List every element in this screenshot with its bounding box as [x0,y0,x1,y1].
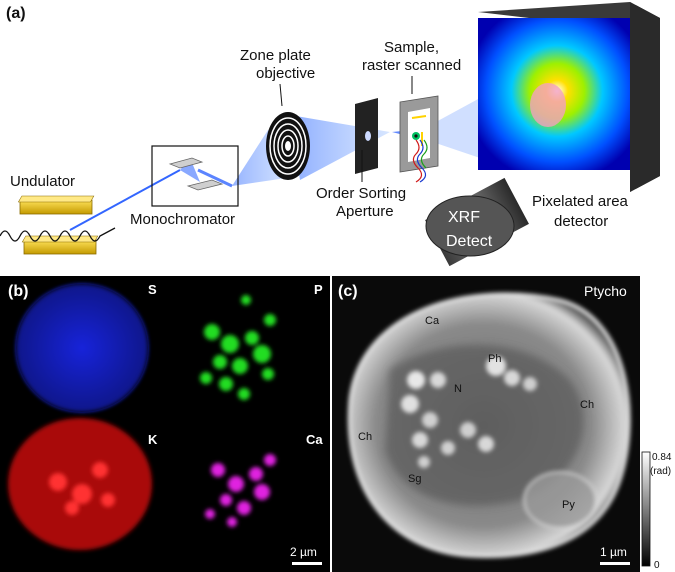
osa-label-2: Aperture [336,203,394,220]
scale-bar-b-label: 2 µm [290,545,317,559]
order-sorting-aperture: Order Sorting Aperture [316,98,406,220]
map-ca [205,454,276,527]
sample-label-2: raster scanned [362,57,461,74]
map-p-label: P [314,282,323,297]
label-ph: Ph [488,353,501,365]
map-s: S [16,282,157,412]
map-ca-label: Ca [306,432,323,447]
detector-label-2: detector [554,213,608,230]
area-detector: Pixelated area detector [478,2,660,230]
map-k-label: K [148,432,158,447]
label-py: Py [562,499,575,511]
colorbar-unit: (rad) [650,466,671,477]
label-ch-right: Ch [580,399,594,411]
colorbar-max: 0.84 [652,452,672,463]
map-s-label: S [148,282,157,297]
monochromator: Monochromator [130,145,239,228]
monochromator-label: Monochromator [130,211,235,228]
label-ch-left: Ch [358,431,372,443]
panel-c-title: Ptycho [584,283,627,299]
colorbar: 0.84 (rad) 0 [641,451,672,571]
panel-a: (a) Undulator [0,2,660,267]
osa-label-1: Order Sorting [316,185,406,202]
xrf-label-2: Detect [446,233,493,250]
undulator: Undulator [0,173,116,255]
undulator-bottom-magnets [21,235,99,255]
zone-plate: Zone plate objective [240,47,315,180]
zone-plate-label-1: Zone plate [240,47,311,64]
label-sg: Sg [408,473,421,485]
map-k [8,418,152,550]
panel-b-letter: (b) [8,283,28,300]
scale-bar-c: 1 µm [600,545,630,565]
zone-plate-label-2: objective [256,65,315,82]
sample-stage: Sample, raster scanned [362,39,461,183]
xrf-detector: XRF Detect [425,177,529,267]
panel-a-letter: (a) [6,5,26,22]
map-p [200,295,276,400]
scale-bar-b: 2 µm [290,545,322,565]
ptycho-granules [401,356,537,468]
pyrenoid [523,471,597,529]
scale-bar-c-label: 1 µm [600,545,627,559]
undulator-top-magnets [17,195,95,215]
sample-label-1: Sample, [384,39,439,56]
panel-c: Ca Ph N Ch Ch Sg Py (c) Ptycho 1 µm [332,276,640,572]
xrf-label-1: XRF [448,209,480,226]
detector-label-1: Pixelated area [532,193,629,210]
label-ca: Ca [425,315,440,327]
colorbar-min: 0 [654,560,660,571]
panel-b: S P K [0,276,330,572]
label-n: N [454,383,462,395]
electron-wiggle [0,227,116,242]
undulator-label: Undulator [10,173,75,190]
panel-c-letter: (c) [338,283,358,300]
